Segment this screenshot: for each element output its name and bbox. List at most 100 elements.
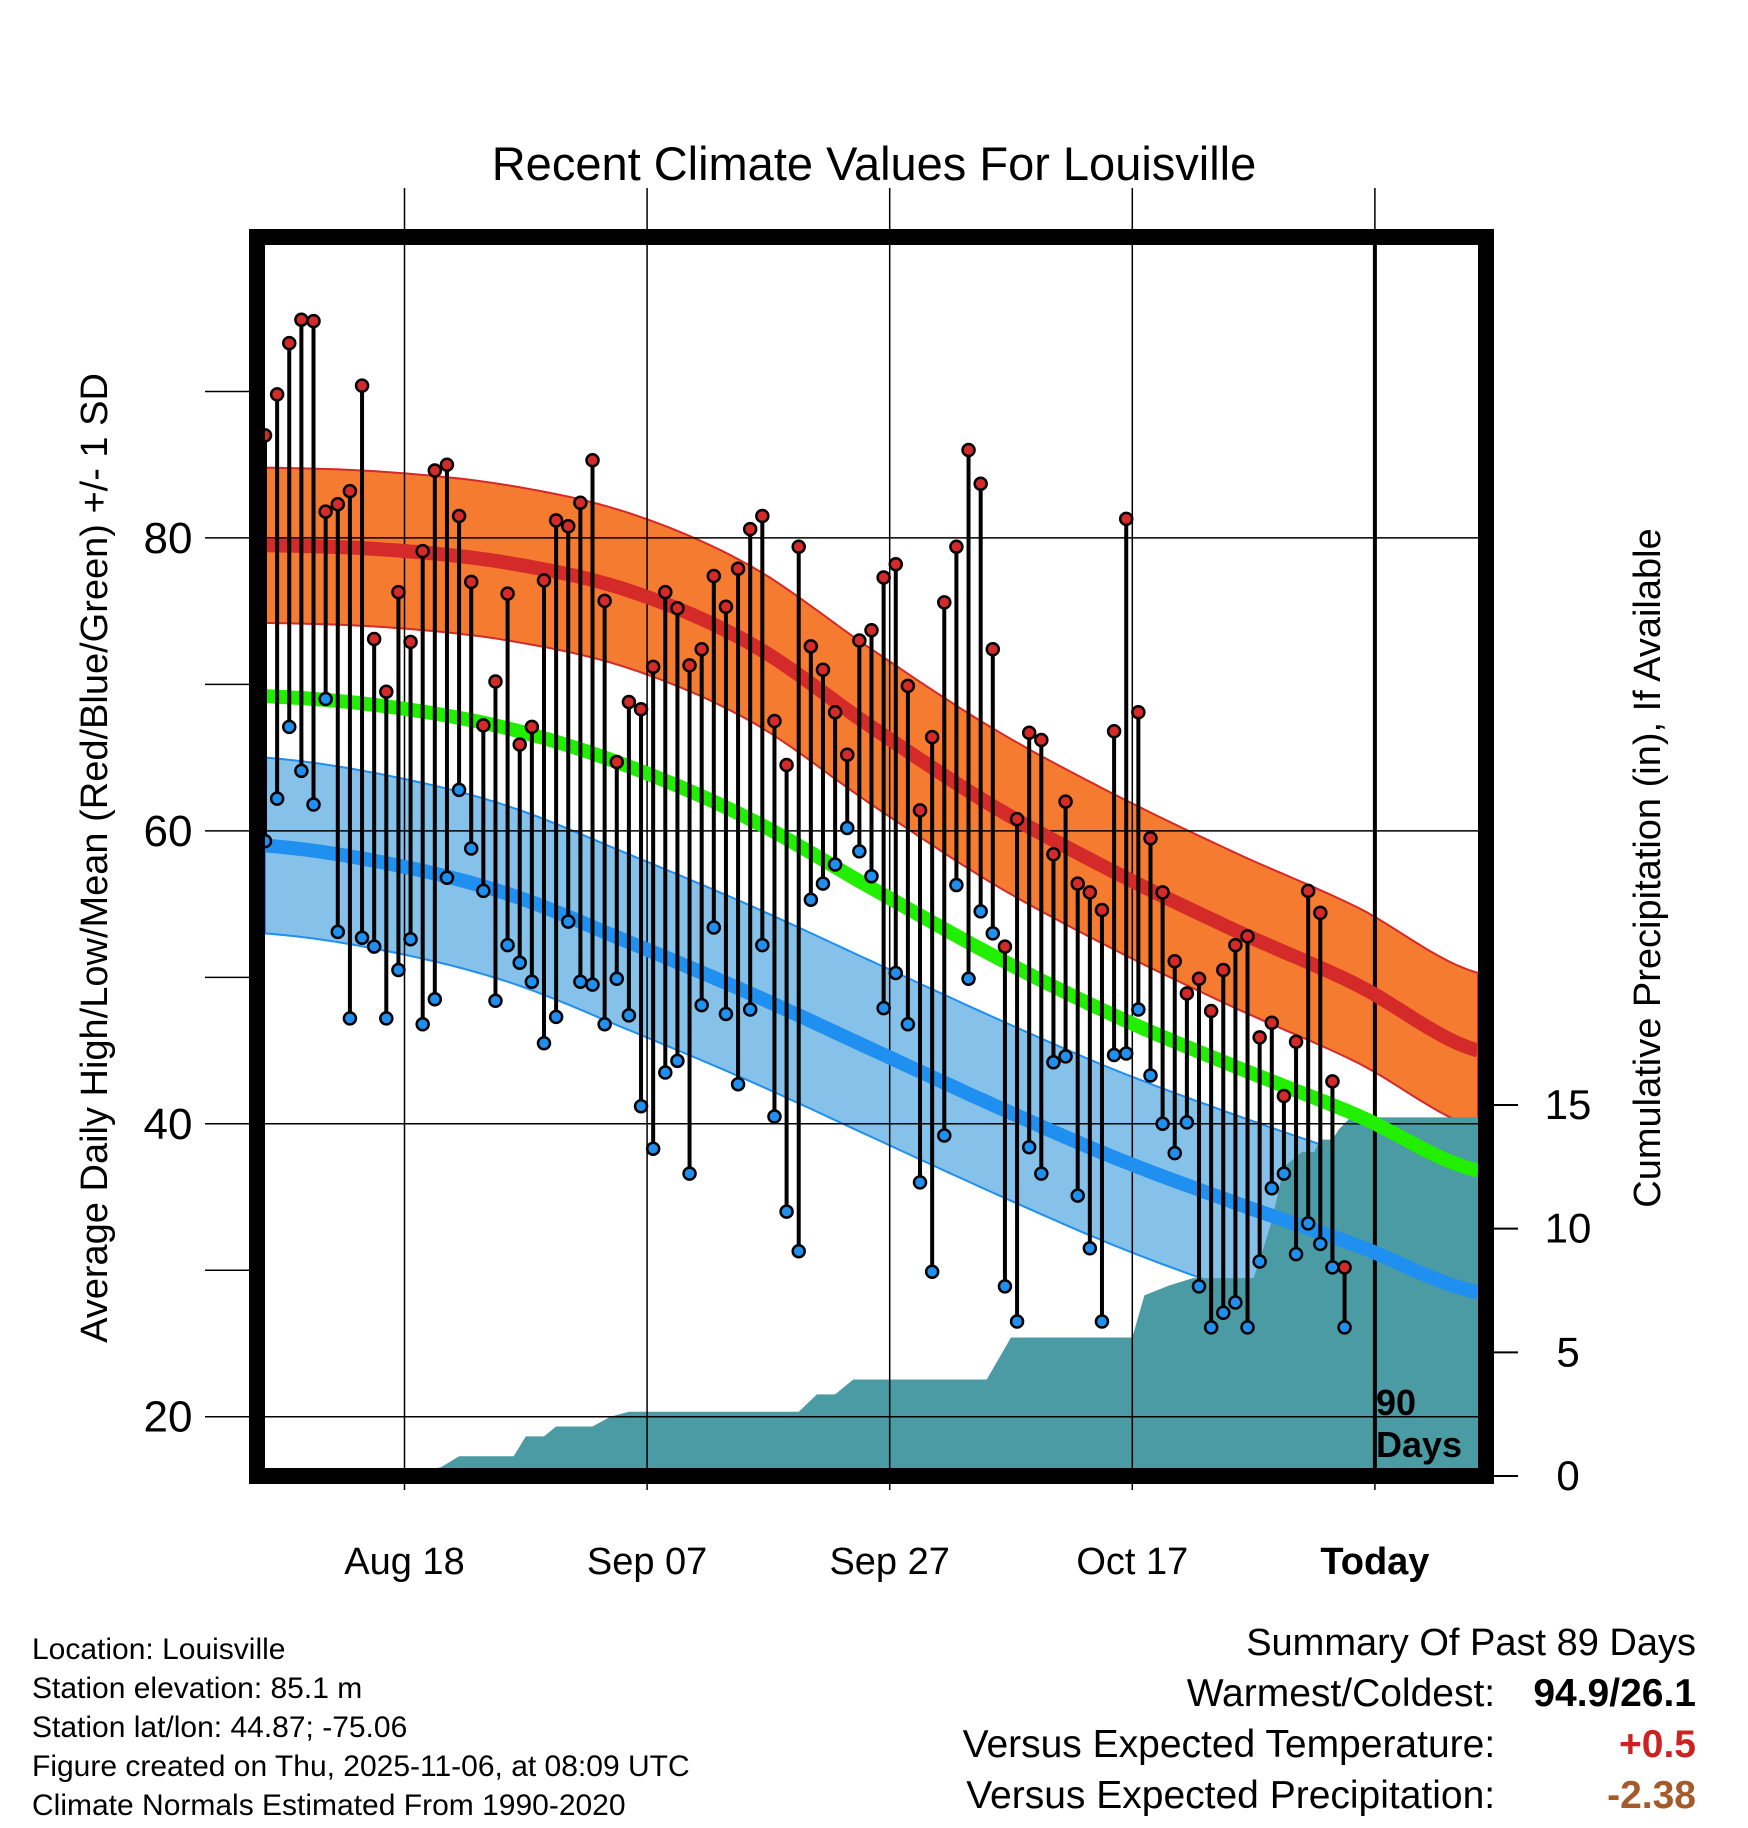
- daily-high-point: [269, 387, 285, 402]
- daily-low-point: [512, 955, 527, 970]
- daily-high-point: [1179, 986, 1195, 1001]
- daily-high-point: [1155, 885, 1170, 900]
- precipitation-value: -2.38: [1607, 1774, 1696, 1817]
- daily-high-point: [924, 729, 940, 745]
- y-tick-label: 80: [144, 514, 193, 563]
- daily-low-point: [985, 926, 1001, 941]
- daily-low-point: [1216, 1305, 1231, 1320]
- daily-high-point: [1313, 905, 1328, 921]
- daily-high-point: [730, 561, 746, 576]
- daily-low-point: [1179, 1115, 1195, 1130]
- daily-low-point: [852, 844, 867, 859]
- daily-low-point: [682, 1166, 697, 1181]
- daily-high-point: [742, 521, 758, 537]
- daily-high-point: [318, 504, 333, 519]
- daily-low-point: [1082, 1241, 1098, 1256]
- daily-low-point: [997, 1279, 1013, 1294]
- daily-high-point: [427, 463, 443, 478]
- daily-low-point: [1191, 1279, 1207, 1294]
- daily-high-point: [379, 684, 394, 699]
- daily-low-point: [451, 782, 467, 798]
- daily-high-point: [888, 557, 904, 572]
- daily-low-point: [1240, 1320, 1255, 1335]
- daily-low-point: [282, 719, 297, 735]
- y-tick-label: 20: [144, 1393, 193, 1442]
- daily-low-point: [597, 1016, 612, 1032]
- daily-low-point: [439, 870, 455, 885]
- daily-high-point: [561, 518, 576, 534]
- daily-high-point: [1216, 962, 1231, 978]
- daily-high-point: [827, 704, 843, 720]
- daily-low-point: [718, 1006, 734, 1022]
- daily-high-point: [1276, 1088, 1292, 1104]
- y-tick-label: 40: [144, 1100, 193, 1149]
- daily-low-point: [621, 1008, 637, 1023]
- daily-high-point: [500, 586, 515, 601]
- daily-low-point: [1288, 1246, 1304, 1262]
- warmest-row: Warmest/Coldest: 94.9/26.1: [963, 1668, 1696, 1719]
- daily-high-point: [536, 573, 552, 588]
- daily-high-point: [1118, 511, 1134, 527]
- daily-low-point: [342, 1011, 358, 1026]
- daily-low-point: [1276, 1166, 1292, 1181]
- daily-low-point: [366, 939, 382, 954]
- daily-low-point: [379, 1011, 394, 1026]
- daily-low-point: [1264, 1180, 1280, 1196]
- daily-high-point: [548, 513, 564, 528]
- daily-high-point: [342, 483, 358, 499]
- daily-low-point: [1252, 1254, 1267, 1269]
- daily-low-point: [488, 993, 503, 1009]
- daily-high-point: [366, 631, 382, 647]
- chart-title: Recent Climate Values For Louisville: [492, 137, 1257, 190]
- x-tick-label: Oct 17: [1076, 1541, 1188, 1583]
- normal-low-line: [265, 838, 1478, 1300]
- daily-low-point: [730, 1077, 746, 1092]
- daily-low-point: [924, 1264, 940, 1279]
- plot-frame: [249, 229, 1494, 1484]
- x-tick-label: Sep 27: [829, 1541, 949, 1583]
- daily-low-point: [791, 1243, 806, 1259]
- daily-high-point: [718, 599, 734, 615]
- daily-high-point: [1300, 883, 1316, 899]
- daily-high-point: [476, 718, 491, 733]
- y2-tick-label: 0: [1556, 1452, 1579, 1499]
- daily-low-point: [1143, 1068, 1158, 1083]
- daily-low-point: [1046, 1055, 1061, 1070]
- normals-text: Climate Normals Estimated From 1990-2020: [32, 1789, 626, 1822]
- daily-high-point: [658, 584, 673, 600]
- daily-low-point: [645, 1141, 661, 1156]
- climate-chart: 0 5 10 15 Recent Climate Values For Louisvil…: [74, 137, 1669, 1583]
- daily-low-point: [803, 892, 819, 907]
- daily-high-point: [306, 313, 321, 329]
- daily-low-point: [524, 974, 540, 989]
- daily-low-point: [949, 877, 964, 893]
- daily-high-point: [670, 600, 685, 616]
- daily-high-point: [900, 678, 916, 694]
- daily-low-point: [318, 691, 333, 707]
- daily-high-point: [949, 539, 964, 554]
- daily-low-point: [767, 1109, 782, 1124]
- daily-high-point: [597, 593, 612, 609]
- daily-low-point: [609, 971, 625, 987]
- daily-low-point: [1009, 1314, 1025, 1329]
- daily-high-point: [354, 378, 370, 393]
- daily-high-point: [791, 539, 806, 554]
- daily-high-point: [706, 568, 722, 584]
- daily-high-point: [391, 584, 406, 600]
- daily-high-point: [803, 639, 819, 654]
- daily-low-point: [876, 1000, 891, 1016]
- daily-high-point: [633, 702, 649, 717]
- daily-high-point: [1131, 704, 1146, 720]
- daily-high-point: [451, 508, 467, 524]
- daily-high-point: [1337, 1260, 1352, 1275]
- daily-low-point: [742, 1002, 758, 1017]
- daily-high-point: [282, 335, 297, 351]
- y2-tick-label: 5: [1556, 1328, 1579, 1375]
- daily-high-point: [1058, 794, 1073, 809]
- window-label-unit: Days: [1376, 1424, 1462, 1465]
- daily-low-point: [561, 914, 576, 929]
- daily-high-point: [403, 634, 418, 650]
- normal-mean-line: [265, 689, 1478, 1178]
- daily-low-point: [1228, 1295, 1243, 1310]
- daily-high-point: [1264, 1015, 1280, 1030]
